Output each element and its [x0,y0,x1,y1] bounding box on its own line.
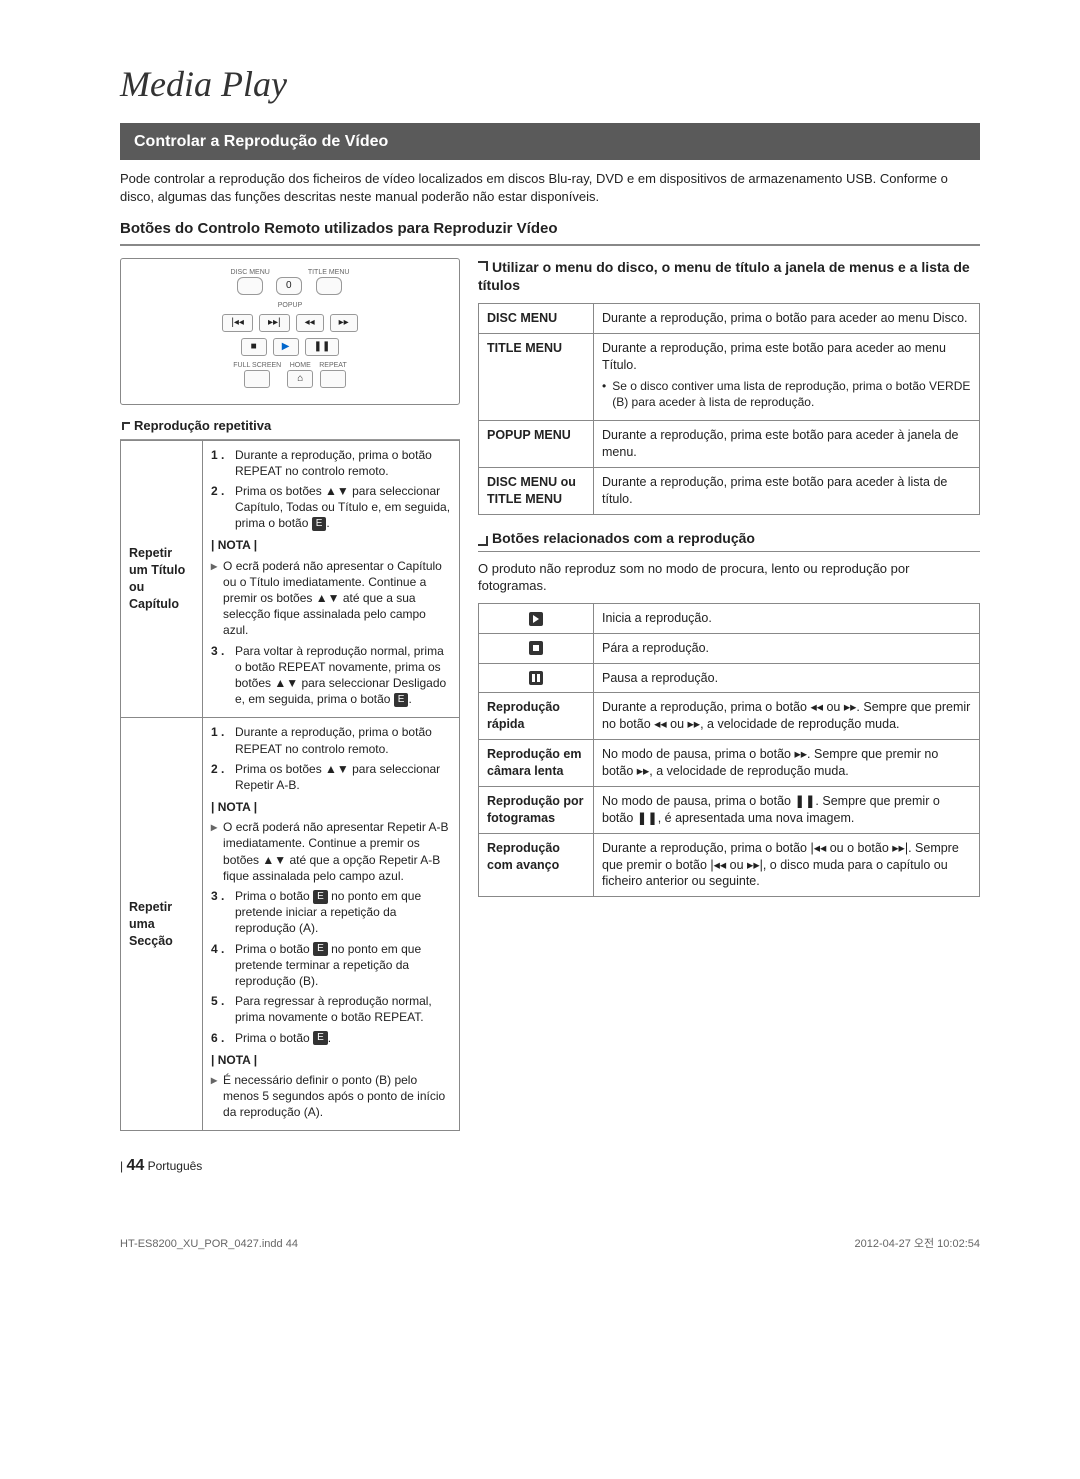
pause-icon [529,671,543,685]
stop-desc: Pára a reprodução. [594,633,980,663]
pause-desc: Pausa a reprodução. [594,663,980,693]
step-k: Reprodução por fotogramas [479,786,594,833]
r2-note2: É necessário definir o ponto (B) pelo me… [223,1072,451,1121]
pause-icon: ❚❚ [305,338,340,356]
disc-menu-k: DISC MENU [479,304,594,334]
remote-diagram: DISC MENU 0 TITLE MENU POPUP |◂◂ ▸▸| ◂◂ … [120,258,460,405]
page-title: Media Play [120,60,980,109]
fast-k: Reprodução rápida [479,693,594,740]
remote-label-title: TITLE MENU [308,269,350,276]
play-desc: Inicia a reprodução. [594,603,980,633]
enter-icon: E [313,1031,328,1045]
r1-note1: O ecrã poderá não apresentar o Capítulo … [223,558,451,639]
page-footer: | 44 Português [120,1155,980,1177]
skip-v: Durante a reprodução, prima o botão |◂◂ … [594,833,980,897]
repeat-section-label: Repetir uma Secção [121,718,203,1131]
step-v: No modo de pausa, prima o botão ❚❚. Semp… [594,786,980,833]
right-bottom-intro: O produto não reproduz som no modo de pr… [478,560,980,595]
r2-note1: O ecrã poderá não apresentar Repetir A-B… [223,819,451,884]
r2-step3a: Prima o botão [235,889,310,903]
popup-menu-v: Durante a reprodução, prima este botão p… [594,421,980,468]
play-icon [529,612,543,626]
slow-v: No modo de pausa, prima o botão ▸▸. Semp… [594,740,980,787]
forward-icon: ▸▸ [330,314,358,332]
note-label: NOTA [211,537,451,553]
remote-btn-repeat [320,370,346,388]
remote-btn-title [316,277,342,295]
next-icon: ▸▸| [259,314,290,332]
r1-step2: Prima os botões ▲▼ para seleccionar Capí… [235,484,450,530]
remote-label-home: HOME [290,362,311,369]
r2-step2: Prima os botões ▲▼ para seleccionar Repe… [235,761,451,793]
remote-label-full: FULL SCREEN [233,362,281,369]
subheading: Botões do Controlo Remoto utilizados par… [120,219,980,245]
stop-icon: ■ [241,338,267,356]
right-top-heading: Utilizar o menu do disco, o menu de títu… [478,258,980,296]
title-menu-v1: Durante a reprodução, prima este botão p… [602,340,971,374]
title-menu-k: TITLE MENU [479,334,594,421]
menu-table: DISC MENUDurante a reprodução, prima o b… [478,303,980,515]
fast-v: Durante a reprodução, prima o botão ◂◂ o… [594,693,980,740]
remote-btn-disc [237,277,263,295]
r1-step3: Para voltar à reprodução normal, prima o… [235,644,446,707]
remote-label-disc: DISC MENU [231,269,270,276]
skip-k: Reprodução com avanço [479,833,594,897]
note-label: NOTA [211,1052,451,1068]
right-bottom-heading: Botões relacionados com a reprodução [478,529,980,552]
r2-step1: Durante a reprodução, prima o botão REPE… [235,724,451,756]
rewind-icon: ◂◂ [296,314,324,332]
meta-footer: HT-ES8200_XU_POR_0427.indd 442012-04-27 … [120,1237,980,1252]
enter-icon: E [312,517,327,531]
left-table-header: Reprodução repetitiva [120,413,460,440]
popup-menu-k: POPUP MENU [479,421,594,468]
section-bar: Controlar a Reprodução de Vídeo [120,123,980,161]
stop-icon [529,641,543,655]
r2-step5: Para regressar à reprodução normal, prim… [235,993,451,1025]
disc-menu-v: Durante a reprodução, prima o botão para… [594,304,980,334]
disctitle-menu-v: Durante a reprodução, prima este botão p… [594,468,980,515]
repeat-table: Repetir um Título ou Capítulo 1 .Durante… [120,440,460,1132]
remote-label-popup: POPUP [129,301,451,310]
home-icon: ⌂ [287,370,313,388]
remote-btn-0: 0 [276,277,302,295]
playback-table: Inicia a reprodução. Pára a reprodução. … [478,603,980,898]
enter-icon: E [313,890,328,904]
slow-k: Reprodução em câmara lenta [479,740,594,787]
remote-btn-full [244,370,270,388]
remote-label-repeat: REPEAT [319,362,347,369]
intro-text: Pode controlar a reprodução dos ficheiro… [120,170,980,205]
r1-step1: Durante a reprodução, prima o botão REPE… [235,447,451,479]
r2-step4a: Prima o botão [235,942,310,956]
enter-icon: E [394,693,409,707]
note-label: NOTA [211,799,451,815]
r2-step6a: Prima o botão [235,1031,310,1045]
repeat-title-chapter-label: Repetir um Título ou Capítulo [121,440,203,718]
enter-icon: E [313,942,328,956]
play-icon: ▶ [273,338,299,356]
title-menu-v2: Se o disco contiver uma lista de reprodu… [612,378,971,410]
disctitle-menu-k: DISC MENU ou TITLE MENU [479,468,594,515]
prev-icon: |◂◂ [222,314,253,332]
